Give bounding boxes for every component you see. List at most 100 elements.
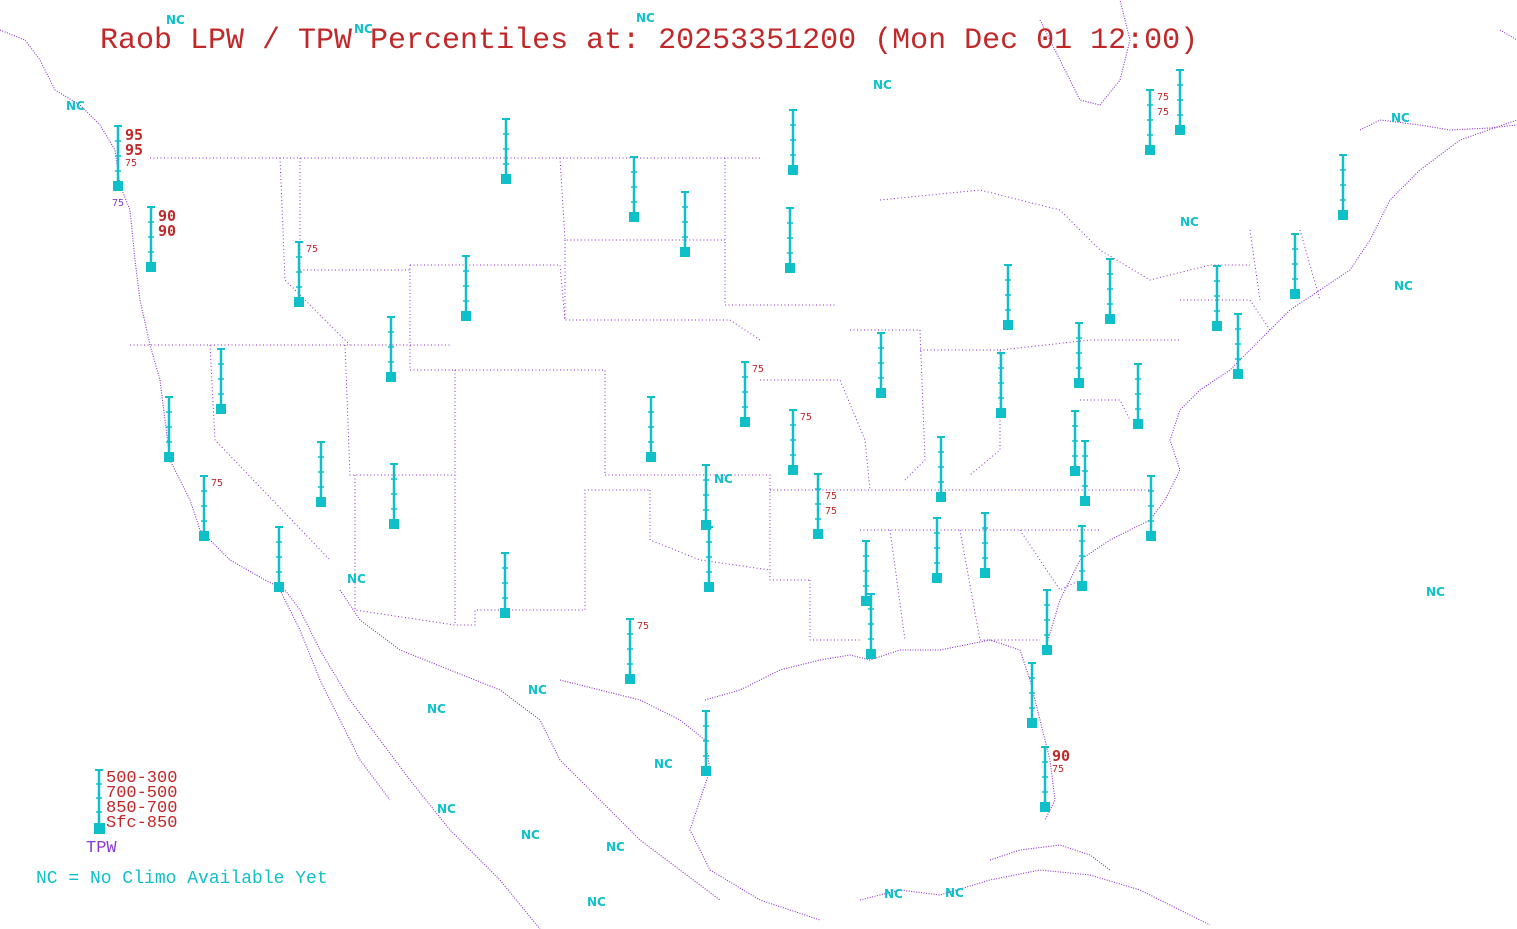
layer-percentile: 75	[825, 491, 837, 502]
station-marker	[932, 573, 942, 583]
no-climo-marker: NC	[714, 472, 733, 486]
station-plot	[680, 191, 690, 257]
station-plot	[1080, 440, 1090, 506]
station-plot	[1042, 589, 1052, 655]
no-climo-marker: NC	[66, 99, 85, 113]
layer-percentile: 90	[1052, 747, 1070, 765]
station-plot	[386, 316, 396, 382]
station-plot	[936, 436, 946, 502]
station-marker	[876, 388, 886, 398]
station-plot	[1290, 233, 1300, 299]
no-climo-marker: NC	[884, 887, 903, 901]
station-marker	[646, 452, 656, 462]
no-climo-marker: NC	[606, 840, 625, 854]
no-climo-marker: NC	[437, 802, 456, 816]
station-marker	[629, 212, 639, 222]
station-plot: 75	[199, 475, 223, 541]
station-plot	[1105, 258, 1115, 324]
no-climo-marker: NC	[945, 886, 964, 900]
station-plot	[1077, 525, 1087, 591]
station-marker	[1233, 369, 1243, 379]
station-marker	[294, 297, 304, 307]
layer-percentile: 95	[125, 141, 143, 159]
station-plot	[1233, 313, 1243, 379]
station-marker	[788, 465, 798, 475]
station-marker	[861, 596, 871, 606]
station-marker	[274, 582, 284, 592]
station-marker	[813, 529, 823, 539]
station-marker	[1338, 210, 1348, 220]
layer-percentile: 90	[158, 207, 176, 225]
station-marker	[389, 519, 399, 529]
station-marker	[680, 247, 690, 257]
station-plot	[701, 464, 711, 530]
layer-percentile: 75	[211, 478, 223, 489]
no-climo-marker: NC	[587, 895, 606, 909]
no-climo-marker: NC	[1180, 215, 1199, 229]
station-marker	[164, 452, 174, 462]
station-plot	[389, 463, 399, 529]
station-marker	[1290, 289, 1300, 299]
station-plot	[500, 552, 510, 618]
station-marker	[1146, 531, 1156, 541]
no-climo-marker: NC	[427, 702, 446, 716]
legend-layer-850-700: 850-700	[106, 799, 177, 818]
station-plot	[704, 526, 714, 592]
station-marker	[1042, 645, 1052, 655]
station-plot	[274, 526, 284, 592]
station-plot	[316, 441, 326, 507]
layer-percentile: 75	[752, 364, 764, 375]
no-climo-marker: NC	[1394, 279, 1413, 293]
station-marker	[1175, 125, 1185, 135]
station-marker	[1105, 314, 1115, 324]
legend: 500-300 700-500 850-700 Sfc-850 TPW NC =…	[36, 769, 328, 889]
station-plot: 75	[625, 618, 649, 684]
station-marker	[501, 174, 511, 184]
legend-tpw-label: TPW	[86, 839, 117, 858]
no-climo-marker: NC	[166, 13, 185, 27]
layer-percentile: 95	[125, 126, 143, 144]
station-plot: 75	[294, 241, 318, 307]
station-marker	[461, 311, 471, 321]
no-climo-marker: NC	[873, 78, 892, 92]
station-marker	[1070, 466, 1080, 476]
layer-percentile: 75	[125, 158, 137, 169]
layer-percentile: 75	[825, 506, 837, 517]
station-marker	[1080, 496, 1090, 506]
station-marker	[866, 649, 876, 659]
tpw-percentile: 75	[112, 198, 124, 209]
station-marker	[113, 181, 123, 191]
station-plot: 75	[788, 409, 812, 475]
station-marker	[1133, 419, 1143, 429]
layer-percentile: 75	[800, 412, 812, 423]
station-plot	[1175, 69, 1185, 135]
station-plot	[461, 255, 471, 321]
legend-layer-sfc-850: Sfc-850	[106, 814, 177, 833]
layer-percentile: 75	[1157, 92, 1169, 103]
station-plot	[1074, 322, 1084, 388]
station-marker	[625, 674, 635, 684]
station-marker	[216, 404, 226, 414]
legend-station-icon	[94, 769, 105, 834]
no-climo-marker: NC	[636, 11, 655, 25]
station-plot	[1003, 264, 1013, 330]
no-climo-marker: NC	[528, 683, 547, 697]
station-marker	[704, 582, 714, 592]
station-plot	[216, 348, 226, 414]
station-marker	[146, 262, 156, 272]
station-plot	[1338, 154, 1348, 220]
station-plot	[1070, 410, 1080, 476]
station-marker	[1145, 145, 1155, 155]
no-climo-marker: NC	[347, 572, 366, 586]
station-marker	[1027, 718, 1037, 728]
station-marker	[1003, 320, 1013, 330]
station-marker	[740, 417, 750, 427]
station-marker	[1074, 378, 1084, 388]
station-marker	[788, 165, 798, 175]
station-plot	[876, 332, 886, 398]
